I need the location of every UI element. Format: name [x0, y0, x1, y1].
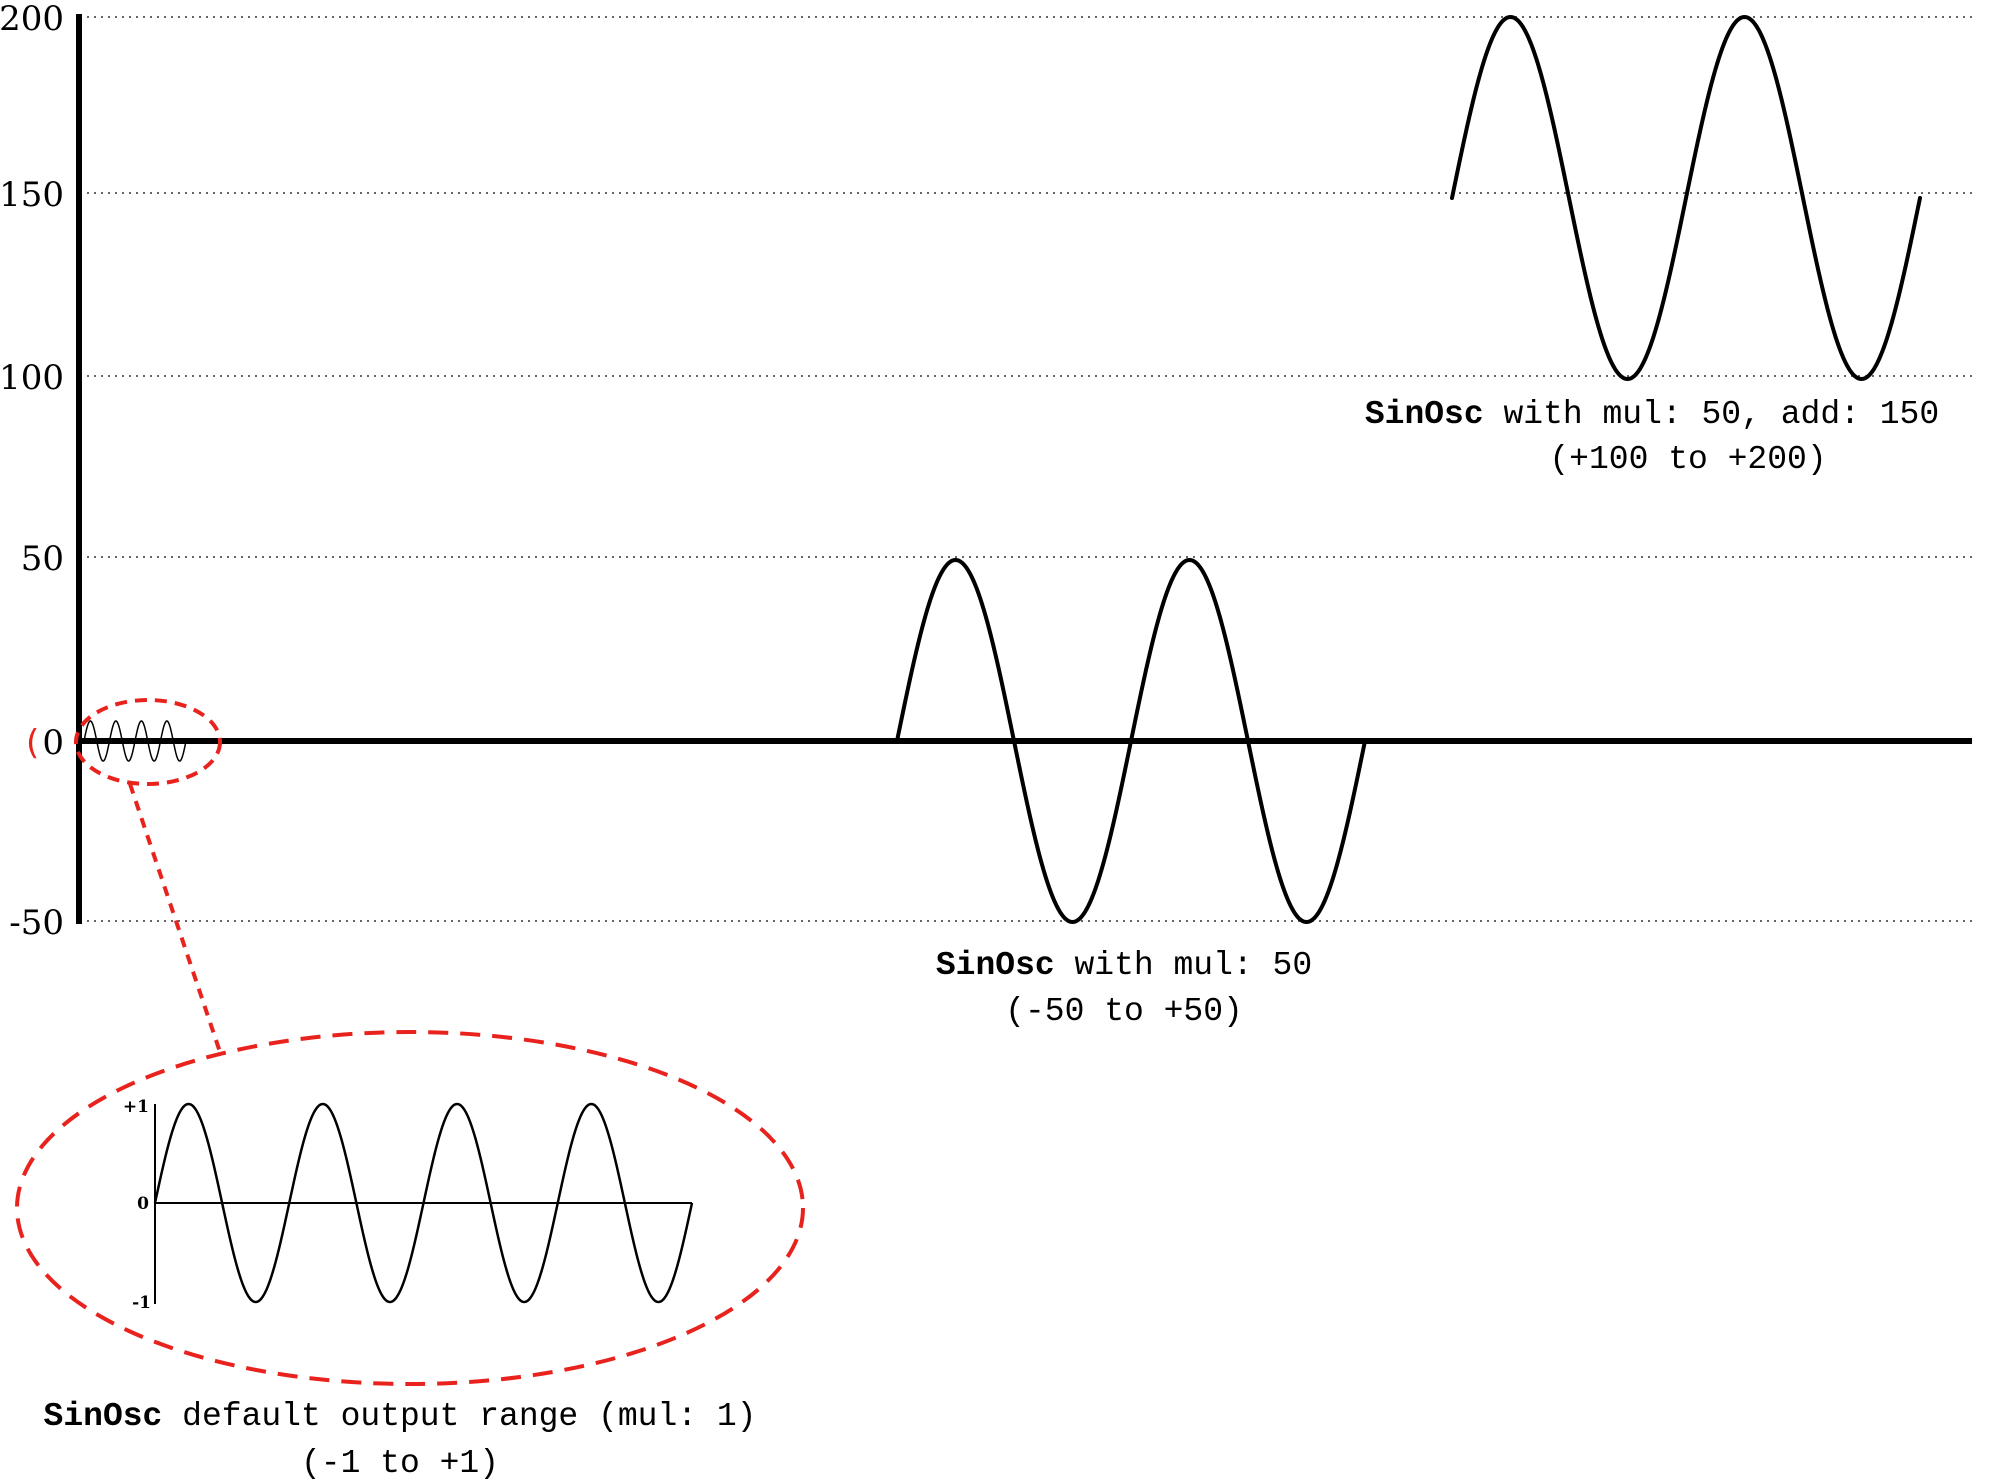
y-tick-0: 0: [42, 723, 64, 763]
caption-keyword: SinOsc: [936, 947, 1055, 984]
y-tick-labels: 200 150 100 50 0 -50: [0, 0, 64, 943]
caption-text: default output range (mul: 1): [162, 1398, 756, 1435]
inset-default-range: +1 0 -1: [15, 1030, 805, 1386]
callout-connector: [128, 783, 222, 1053]
caption-keyword: SinOsc: [44, 1398, 163, 1435]
caption-default-range: (-1 to +1): [301, 1445, 499, 1482]
caption-text: with mul: 50, add: 150: [1484, 396, 1939, 433]
inset-tick-minus1: -1: [132, 1293, 151, 1313]
y-tick-neg50: -50: [9, 903, 64, 943]
inset-ellipse: [15, 1030, 805, 1386]
highlight-open-paren: (: [26, 723, 39, 763]
caption-keyword: SinOsc: [1365, 396, 1484, 433]
y-tick-50: 50: [21, 539, 64, 579]
caption-mul50: SinOsc with mul: 50: [936, 947, 1312, 984]
highlight-small-ellipse: [74, 698, 222, 786]
caption-mul50-add150-range: (+100 to +200): [1549, 441, 1826, 478]
y-tick-200: 200: [0, 0, 64, 39]
tiny-default-wave: [83, 720, 187, 762]
y-tick-150: 150: [0, 175, 64, 215]
wave-mul50: [895, 558, 1367, 924]
caption-default: SinOsc default output range (mul: 1): [44, 1398, 757, 1435]
wave-mul50-add150: [1450, 15, 1922, 381]
inset-default-wave: [153, 1102, 694, 1304]
caption-mul50-range: (-50 to +50): [1005, 993, 1243, 1030]
inset-tick-plus1: +1: [123, 1097, 149, 1117]
y-tick-100: 100: [0, 358, 64, 398]
inset-tick-0: 0: [137, 1194, 149, 1214]
caption-mul50-add150: SinOsc with mul: 50, add: 150: [1365, 396, 1939, 433]
gridlines: [80, 16, 1975, 922]
caption-text: with mul: 50: [1055, 947, 1312, 984]
